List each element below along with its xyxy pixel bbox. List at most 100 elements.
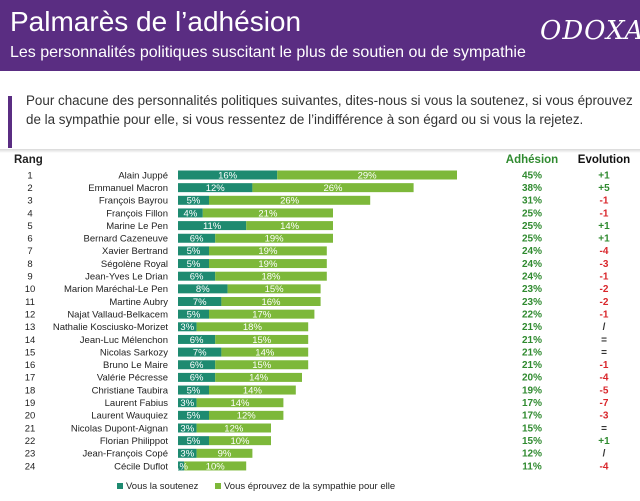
adhesion-value: 17% — [522, 398, 542, 409]
sympathie-value-label: 16% — [261, 297, 281, 308]
adhesion-value: 38% — [522, 183, 542, 194]
bar-sympathie — [215, 233, 333, 243]
personality-label: François Fillon — [106, 208, 168, 219]
personality-label: Christiane Taubira — [92, 385, 169, 396]
bar-soutien — [178, 309, 209, 319]
evolution-value: +1 — [598, 170, 610, 181]
bar-sympathie — [202, 208, 333, 218]
rank-label: 1 — [27, 170, 32, 181]
bar-soutien — [178, 233, 216, 243]
personality-label: Bernard Cazeneuve — [84, 234, 169, 245]
bar-soutien — [178, 208, 203, 218]
soutien-value-label: 3% — [180, 423, 194, 434]
rank-label: 20 — [25, 411, 36, 422]
bar-sympathie — [209, 259, 327, 269]
bar-soutien — [178, 221, 247, 231]
chart-row: 21 Nicolas Dupont-Aignan 3% 12% 15% = — [25, 423, 607, 434]
bar-sympathie — [215, 372, 302, 382]
chart-row: 17 Valérie Pécresse 6% 14% 20% -4 — [25, 373, 609, 384]
adhesion-value: 23% — [522, 297, 542, 308]
sympathie-value-label: 17% — [252, 309, 272, 320]
rank-label: 5 — [27, 221, 32, 232]
soutien-value-label: 1% — [174, 461, 188, 472]
legend: Vous la soutenez Vous éprouvez de la sym… — [117, 481, 395, 492]
bar-soutien — [178, 448, 197, 458]
sympathie-value-label: 26% — [280, 196, 300, 207]
bar-soutien — [178, 284, 228, 294]
bar-sympathie — [215, 334, 309, 344]
evolution-value: -4 — [600, 246, 609, 257]
rank-label: 17 — [25, 373, 36, 384]
page-title: Palmarès de l’adhésion — [10, 6, 302, 37]
personality-label: Martine Aubry — [109, 297, 168, 308]
section-divider — [0, 149, 640, 153]
chart-row: 8 Ségolène Royal 5% 19% 24% -3 — [27, 259, 609, 270]
evolution-value: -2 — [600, 297, 609, 308]
soutien-value-label: 5% — [187, 385, 201, 396]
adhesion-value: 22% — [522, 309, 542, 320]
soutien-value-label: 5% — [187, 436, 201, 447]
sympathie-value-label: 14% — [230, 398, 250, 409]
legend-soutien-swatch — [117, 483, 123, 489]
soutien-value-label: 16% — [218, 170, 238, 181]
personality-label: Florian Philippot — [100, 436, 168, 447]
adhesion-column-header: Adhésion — [506, 154, 558, 166]
soutien-value-label: 3% — [180, 322, 194, 333]
sympathie-value-label: 14% — [280, 221, 300, 232]
bar-sympathie — [209, 195, 371, 205]
evolution-value: -1 — [600, 272, 609, 283]
bar-sympathie — [227, 284, 321, 294]
chart-rows: 1 Alain Juppé 16% 29% 45% +12 Emmanuel Macron 1… — [25, 170, 610, 472]
evolution-value: -5 — [600, 385, 609, 396]
rank-label: 21 — [25, 423, 36, 434]
evolution-value: +5 — [598, 183, 610, 194]
soutien-value-label: 5% — [187, 259, 201, 270]
soutien-value-label: 6% — [190, 272, 204, 283]
rank-label: 23 — [25, 449, 36, 460]
evolution-value: -3 — [600, 259, 609, 270]
bar-soutien — [178, 436, 209, 446]
bar-sympathie — [246, 221, 333, 231]
personality-label: Laurent Fabius — [105, 398, 169, 409]
sympathie-value-label: 14% — [243, 385, 263, 396]
bar-soutien — [178, 347, 222, 357]
adhesion-value: 31% — [522, 196, 542, 207]
soutien-value-label: 12% — [206, 183, 226, 194]
rank-label: 10 — [25, 284, 36, 295]
question-accent-bar — [8, 96, 12, 148]
bar-sympathie — [209, 385, 296, 395]
evolution-value: +1 — [598, 436, 610, 447]
chart-row: 14 Jean-Luc Mélenchon 6% 15% 21% = — [25, 335, 607, 346]
bar-sympathie — [196, 398, 284, 408]
chart-row: 18 Christiane Taubira 5% 14% 19% -5 — [25, 385, 609, 396]
sympathie-value-label: 12% — [237, 411, 257, 422]
bar-soutien — [178, 461, 185, 471]
chart-row: 7 Xavier Bertrand 5% 19% 24% -4 — [27, 246, 609, 257]
rank-label: 2 — [27, 183, 32, 194]
personality-label: Nathalie Kosciusko-Morizet — [53, 322, 168, 333]
sympathie-value-label: 15% — [265, 284, 285, 295]
rank-label: 9 — [27, 272, 32, 283]
personality-label: Alain Juppé — [118, 170, 168, 181]
adhesion-value: 25% — [522, 221, 542, 232]
chart-row: 4 François Fillon 4% 21% 25% -1 — [27, 208, 609, 219]
adhesion-value: 21% — [522, 360, 542, 371]
soutien-value-label: 6% — [190, 234, 204, 245]
bar-sympathie — [277, 170, 457, 180]
evolution-value: -4 — [600, 461, 609, 472]
rank-label: 22 — [25, 436, 36, 447]
bar-sympathie — [196, 322, 309, 332]
evolution-column-header: Evolution — [578, 154, 630, 166]
bar-soutien — [178, 334, 216, 344]
personality-label: Najat Vallaud-Belkacem — [67, 309, 168, 320]
sympathie-value-label: 29% — [358, 170, 378, 181]
bar-sympathie — [184, 461, 247, 471]
personality-label: Ségolène Royal — [101, 259, 168, 270]
evolution-value: -1 — [600, 360, 609, 371]
evolution-value: -1 — [600, 309, 609, 320]
evolution-value: -1 — [600, 208, 609, 219]
sympathie-value-label: 15% — [252, 360, 272, 371]
chart-row: 5 Marine Le Pen 11% 14% 25% +1 — [27, 221, 610, 232]
chart-row: 16 Bruno Le Maire 6% 15% 21% -1 — [25, 360, 609, 371]
bar-soutien — [178, 410, 209, 420]
